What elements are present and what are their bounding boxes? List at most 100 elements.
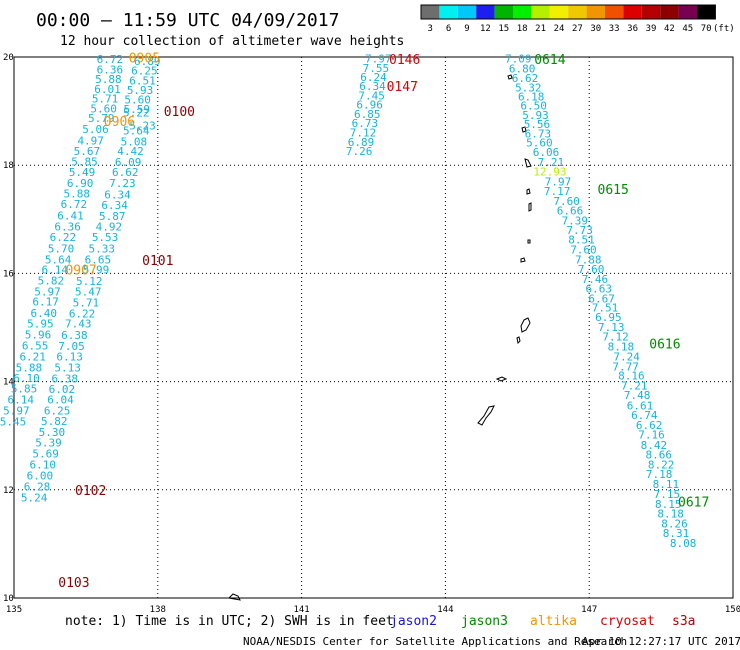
swh-value: 7.21 [538, 156, 565, 169]
swh-value: 7.48 [624, 389, 651, 402]
scale-swatch [457, 5, 477, 19]
asuncion-island [524, 158, 532, 168]
swh-value: 7.24 [613, 351, 640, 364]
swh-value: 6.62 [512, 72, 539, 85]
swh-value: 5.23 [129, 120, 156, 133]
swh-value: 8.66 [645, 449, 672, 462]
pass-label: 0906 [104, 115, 135, 130]
swh-value: 5.96 [25, 329, 52, 342]
swh-value: 5.71 [73, 297, 100, 310]
x-tick-label: 144 [437, 605, 453, 615]
swh-value: 6.89 [134, 55, 161, 68]
scale-frame [420, 4, 716, 20]
coastlines [227, 74, 532, 601]
scale-tick-label: 15 [498, 24, 509, 34]
x-tick-label: 141 [293, 605, 309, 615]
swh-value: 8.51 [568, 233, 595, 246]
swh-value: 7.51 [592, 301, 619, 314]
y-tick-label: 20 [3, 53, 14, 63]
scale-tick-label: 45 [682, 24, 693, 34]
swh-value: 6.73 [525, 127, 552, 140]
swh-value: 6.28 [24, 481, 51, 494]
swh-value: 5.60 [90, 102, 117, 115]
y-tick-label: 14 [3, 378, 14, 388]
swh-value: 8.22 [648, 458, 675, 471]
scale-swatch [513, 5, 532, 19]
swh-value: 7.05 [58, 340, 85, 353]
pass-label: 0615 [598, 183, 629, 198]
swh-value: 8.11 [653, 478, 680, 491]
farallon-island [507, 74, 513, 80]
swh-value: 6.40 [30, 307, 57, 320]
swh-value: 5.06 [82, 123, 109, 136]
swh-value: 7.46 [582, 273, 609, 286]
swh-value: 5.69 [32, 448, 59, 461]
swh-value: 6.22 [69, 307, 96, 320]
scale-swatch [641, 5, 661, 19]
y-tick-label: 16 [3, 269, 14, 279]
pass-label: 0100 [164, 105, 195, 120]
pass-label: 0101 [142, 254, 173, 269]
scale-tick-label: 9 [464, 24, 469, 34]
scale-swatch [568, 5, 587, 19]
swh-value: 5.70 [48, 243, 75, 256]
swh-value: 7.17 [544, 185, 571, 198]
y-tick-label: 18 [3, 161, 14, 171]
swh-value: 6.01 [94, 83, 121, 96]
scale-swatch [531, 5, 550, 19]
swh-value: 5.33 [88, 243, 115, 256]
swh-value: 7.18 [646, 468, 673, 481]
sarigan-island [527, 239, 531, 244]
swh-value: 5.82 [38, 274, 65, 287]
swh-value: 6.14 [7, 393, 34, 406]
swh-value: 5.93 [522, 109, 549, 122]
swh-value: 7.26 [346, 145, 373, 158]
axis-ticks: 135 138 141 144 147 150 10 12 14 16 18 20 [3, 53, 740, 615]
swh-value: 6.72 [97, 53, 124, 66]
x-tick-label: 147 [581, 605, 597, 615]
swh-value: 7.73 [566, 224, 593, 237]
swh-value: 6.21 [19, 351, 46, 364]
swh-value: 7.45 [358, 89, 385, 102]
swh-value: 6.96 [356, 99, 383, 112]
rota-island [495, 376, 508, 382]
tinian-island [516, 336, 521, 345]
swh-value: 8.26 [661, 517, 688, 530]
swh-value: 5.93 [127, 84, 154, 97]
pass-label: 0147 [387, 80, 418, 95]
swh-value: 7.12 [350, 127, 377, 140]
satellite-s3a: s3a [672, 614, 695, 629]
swh-value: 6.72 [61, 198, 88, 211]
swh-value: 4.92 [96, 220, 123, 233]
scale-swatch [549, 5, 569, 19]
swh-value: 7.60 [578, 263, 605, 276]
x-tick-label: 138 [150, 605, 166, 615]
swh-value: 5.88 [95, 73, 122, 86]
swh-value: 5.99 [83, 264, 110, 277]
scale-tick-label: 27 [572, 24, 583, 34]
swh-value: 6.34 [104, 188, 131, 201]
swh-value: 6.17 [32, 296, 59, 309]
swh-value: 6.95 [595, 311, 622, 324]
swh-value: 6.41 [57, 210, 84, 223]
anatahan-island [520, 257, 526, 263]
pass-label: 0614 [534, 53, 565, 68]
swh-value: 5.47 [75, 285, 102, 298]
swh-value: 5.67 [74, 145, 101, 158]
swh-value: 8.18 [657, 508, 684, 521]
swh-value: 5.59 [123, 103, 150, 116]
swh-value: 7.39 [562, 214, 589, 227]
yap-island [227, 593, 241, 601]
swh-value: 6.34 [101, 199, 128, 212]
swh-value: 5.85 [71, 155, 98, 168]
swh-value: 5.60 [526, 136, 553, 149]
scale-swatch [439, 5, 458, 19]
swh-value: 5.24 [21, 491, 48, 504]
footer-timestamp: Apr 10 12:27:17 UTC 2017 [582, 635, 740, 648]
swh-value: 5.39 [35, 437, 62, 450]
swh-value: 6.25 [131, 65, 158, 78]
pass-label: 0102 [75, 484, 106, 499]
swh-value: 7.60 [553, 195, 580, 208]
swh-value: 5.12 [76, 275, 103, 288]
scale-tick-label: 33 [609, 24, 620, 34]
